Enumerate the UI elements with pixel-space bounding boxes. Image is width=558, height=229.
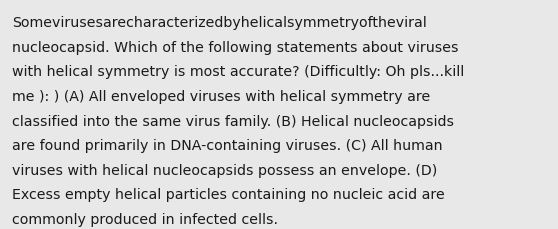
Text: commonly produced in infected cells.: commonly produced in infected cells. <box>12 212 278 226</box>
Text: nucleocapsid. Which of the following statements about viruses: nucleocapsid. Which of the following sta… <box>12 41 459 55</box>
Text: Somevirusesarecharacterizedbyhelicalsymmetryoftheviral: Somevirusesarecharacterizedbyhelicalsymm… <box>12 16 427 30</box>
Text: are found primarily in DNA-containing viruses. (C) All human: are found primarily in DNA-containing vi… <box>12 139 443 153</box>
Text: classified into the same virus family. (B) Helical nucleocapsids: classified into the same virus family. (… <box>12 114 454 128</box>
Text: Excess empty helical particles containing no nucleic acid are: Excess empty helical particles containin… <box>12 188 445 202</box>
Text: viruses with helical nucleocapsids possess an envelope. (D): viruses with helical nucleocapsids posse… <box>12 163 437 177</box>
Text: with helical symmetry is most accurate? (Difficultly: Oh pls...kill: with helical symmetry is most accurate? … <box>12 65 464 79</box>
Text: me ): ) (A) All enveloped viruses with helical symmetry are: me ): ) (A) All enveloped viruses with h… <box>12 90 431 104</box>
